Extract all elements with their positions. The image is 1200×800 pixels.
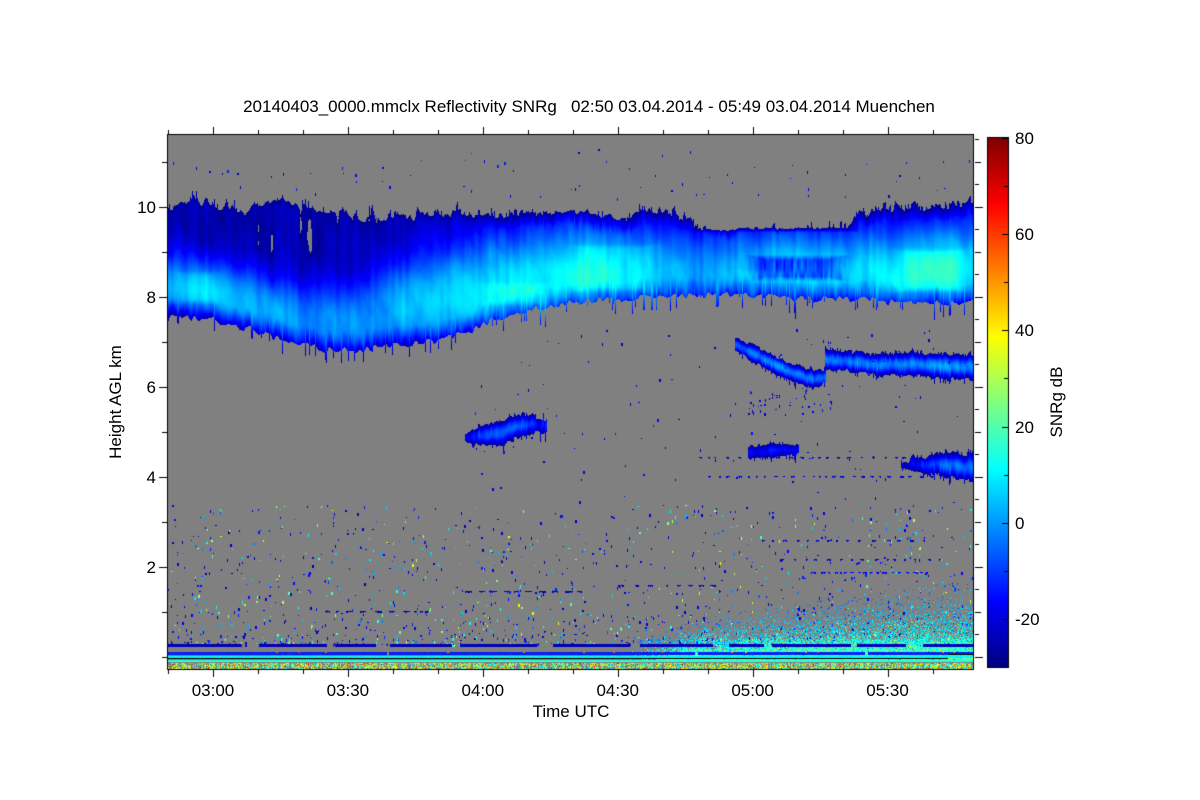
x-axis-label: Time UTC [532, 702, 610, 721]
x-tick-label: 05:30 [866, 681, 909, 700]
y-tick-label: 6 [146, 377, 156, 397]
x-tick-label: 03:00 [191, 681, 235, 700]
x-tick-label: 04:30 [596, 681, 639, 700]
colorbar-tick-label: 60 [1015, 225, 1034, 245]
x-tick-label: 04:00 [461, 681, 505, 700]
y-tick-label: 4 [146, 467, 156, 487]
x-tick-label: 03:30 [326, 681, 370, 700]
y-tick-label: 8 [146, 287, 156, 307]
plot-title: 20140403_0000.mmclx Reflectivity SNRg 02… [243, 97, 935, 116]
colorbar-tick-label: -20 [1015, 609, 1040, 629]
colorbar-tick-label: 20 [1015, 417, 1034, 437]
colorbar-tick-label: 40 [1015, 321, 1034, 341]
colorbar-tick-label: 0 [1015, 513, 1025, 533]
y-tick-label: 2 [146, 557, 156, 577]
colorbar-tick-label: 80 [1015, 129, 1034, 148]
y-tick-label: 10 [137, 197, 156, 217]
y-axis-label: Height AGL km [106, 345, 125, 459]
x-tick-label: 05:00 [731, 681, 774, 700]
